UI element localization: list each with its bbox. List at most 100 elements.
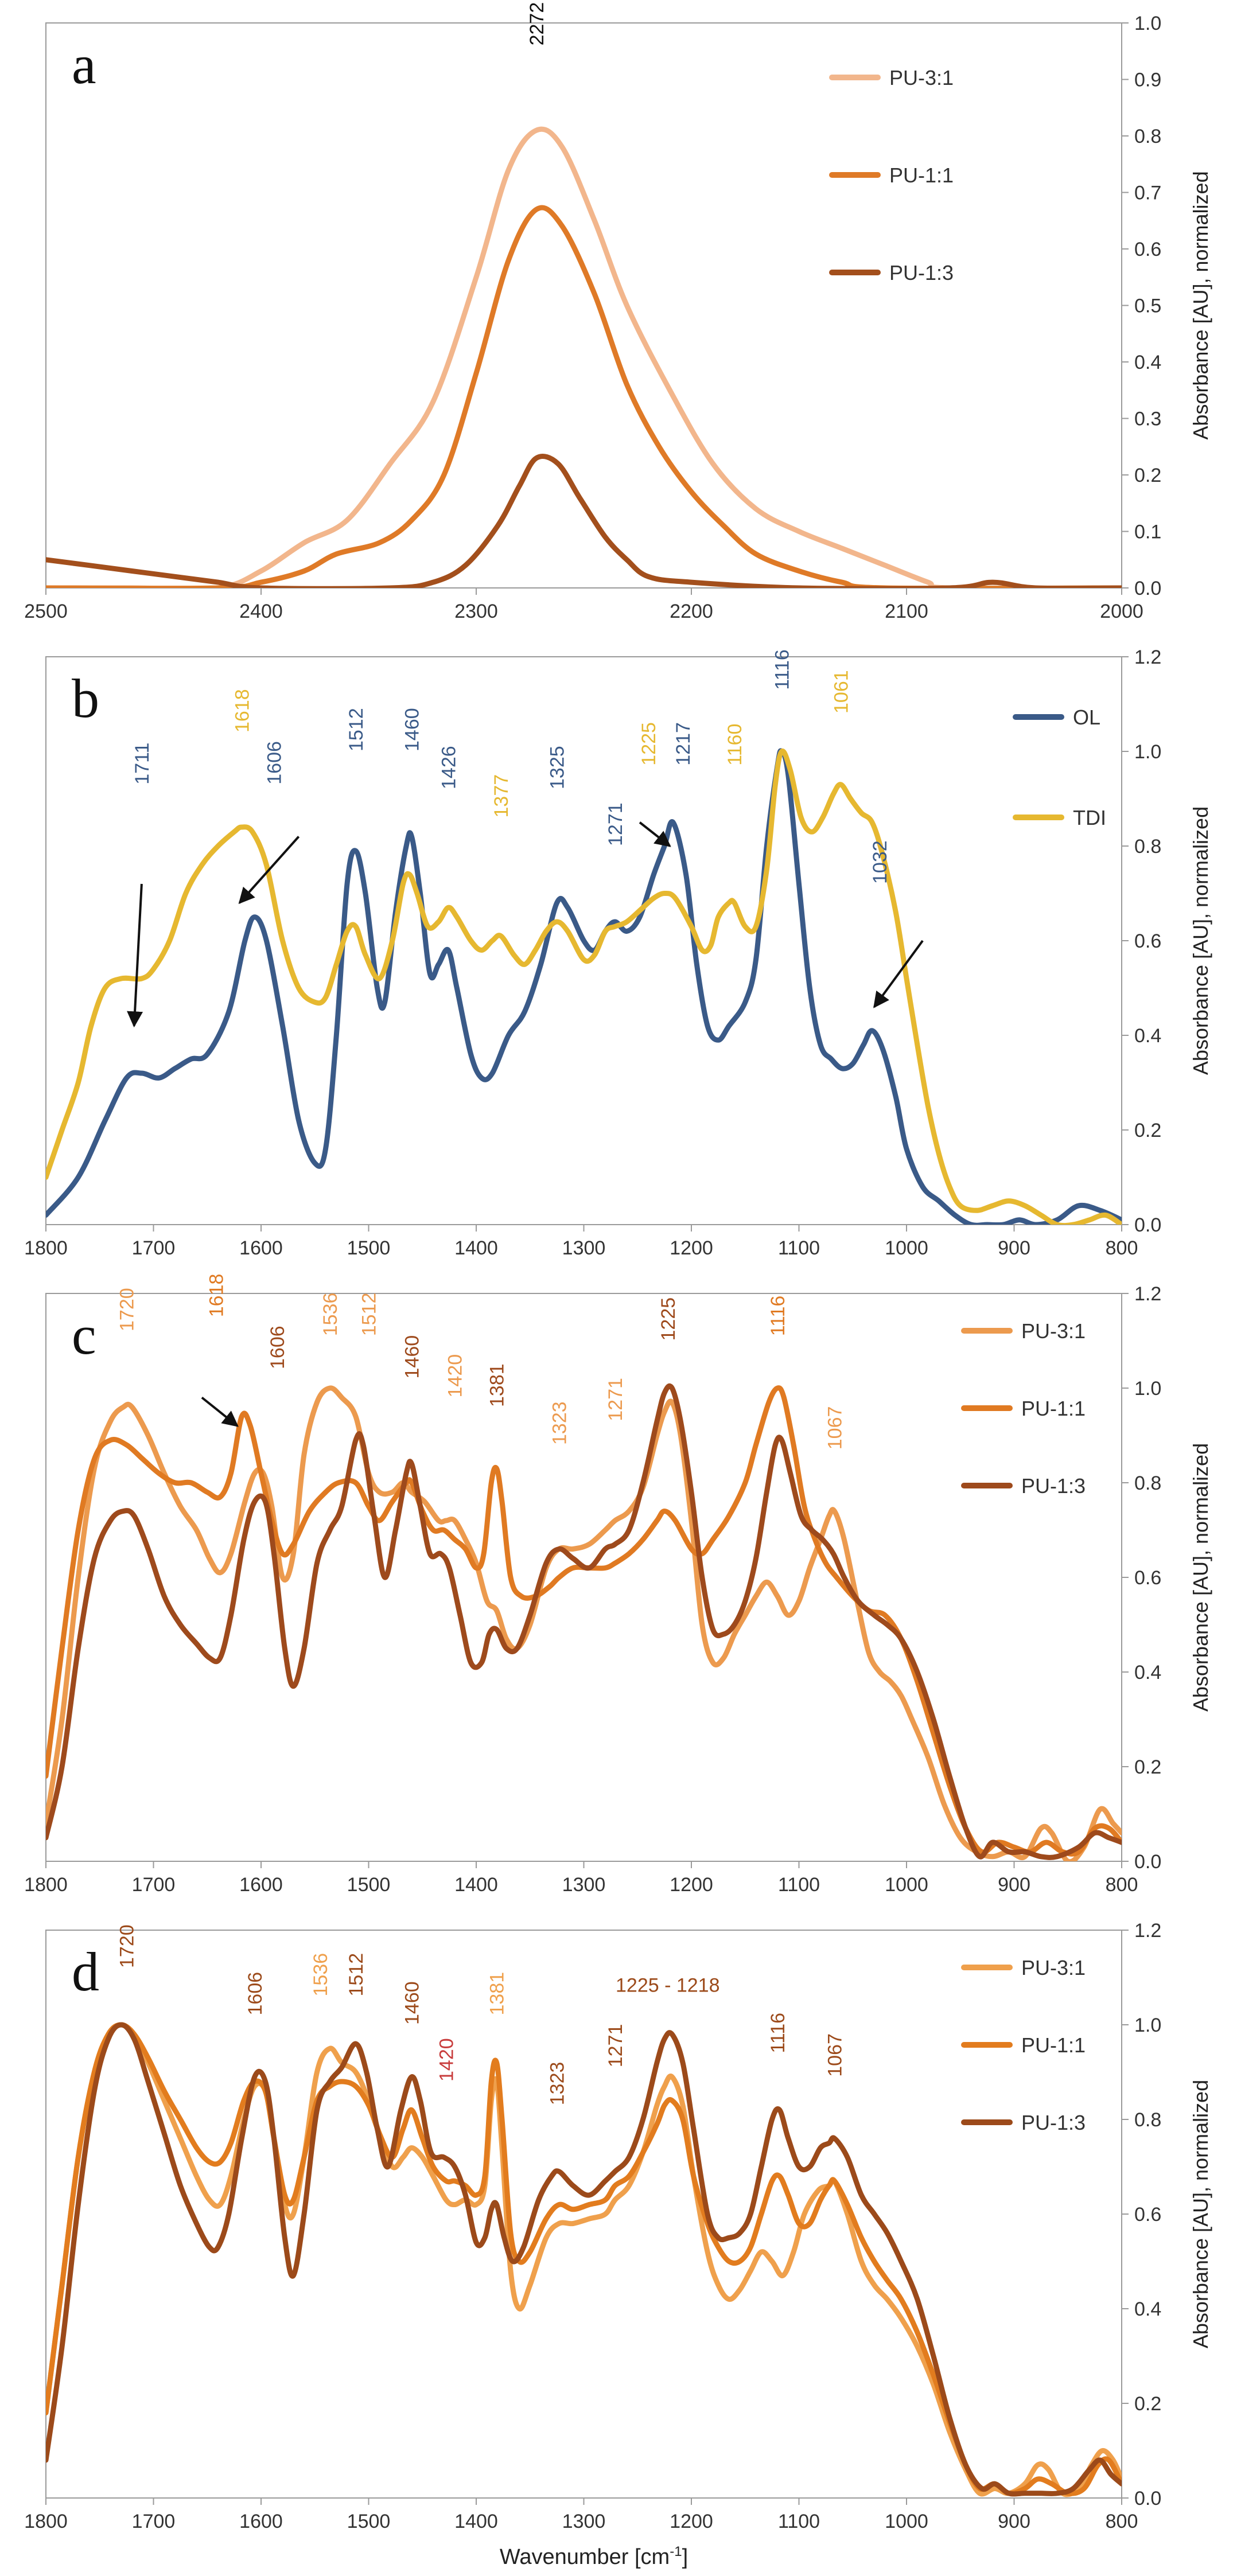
annotation-arrow: [238, 836, 300, 905]
y-tick-label: 0.5: [1134, 295, 1161, 317]
x-tick-label: 2400: [239, 601, 283, 622]
peak-label: 1061: [831, 670, 853, 714]
x-tick-label: 900: [998, 1237, 1030, 1259]
y-tick-label: 0.0: [1134, 578, 1161, 599]
annotation-arrow: [873, 940, 924, 1008]
legend-label: PU-1:1: [1021, 2033, 1086, 2057]
peak-label: 1067: [824, 1406, 846, 1450]
y-tick-label: 1.0: [1134, 1378, 1161, 1400]
x-tick-label: 2100: [885, 601, 928, 622]
x-tick-label: 1500: [347, 2511, 391, 2532]
panel-letter: c: [72, 1304, 96, 1366]
series-group: [46, 2022, 1122, 2497]
peak-label: 1067: [824, 2033, 846, 2077]
x-tick-label: 1300: [562, 1237, 606, 1259]
y-tick-label: 0.4: [1134, 352, 1161, 373]
plot-frame: [45, 1930, 1122, 2499]
x-axis-label: Wavenumber [cm-1]: [500, 2544, 688, 2569]
y-tick-label: 0.4: [1134, 2298, 1161, 2320]
series-line-PU-1:3: [46, 1383, 1122, 1860]
y-tick-label: 1.0: [1134, 741, 1161, 763]
y-tick-label: 0.6: [1134, 930, 1161, 952]
panel-letter: a: [72, 34, 96, 95]
x-tick-label: 1200: [670, 1874, 713, 1896]
y-tick-label: 0.4: [1134, 1025, 1161, 1047]
annotation-arrow: [201, 1396, 239, 1427]
peak-label: 1381: [487, 1972, 508, 2016]
peak-label: 1377: [491, 774, 512, 818]
peak-label: 1720: [116, 1288, 138, 1331]
peak-label: 1271: [605, 1378, 627, 1421]
peak-label: 1512: [359, 1293, 380, 1336]
peak-label: 1606: [267, 1326, 289, 1369]
x-tick-label: 1600: [239, 2511, 283, 2532]
peak-label: 1606: [244, 1972, 266, 2016]
x-tick-label: 800: [1106, 1237, 1138, 1259]
legend-label: OL: [1073, 706, 1100, 729]
peak-label: 1225 - 1218: [616, 1974, 720, 1996]
panel-letter: d: [72, 1941, 99, 2002]
peak-label: 2272: [526, 2, 548, 46]
x-tick-label: 1800: [24, 2511, 68, 2532]
x-tick-label: 2300: [454, 601, 498, 622]
y-tick-label: 1.0: [1134, 13, 1161, 34]
x-tick-label: 800: [1106, 2511, 1138, 2532]
peak-label: 1116: [772, 649, 794, 690]
series-group: [46, 1383, 1122, 1861]
x-axis-title: Wavenumber [cm-1]: [500, 2544, 688, 2569]
peak-label: 1606: [264, 741, 286, 785]
peak-label: 1720: [116, 1924, 138, 1968]
panel-c: 1800 1700 1600 1500 1400 1300 1200 1100 1000 900 8…: [24, 1274, 1212, 1896]
series-line-TDI: [46, 748, 1122, 1225]
series-line-PU-1:1: [46, 2022, 1122, 2496]
x-tick-label: 1800: [24, 1237, 68, 1259]
x-tick-label: 1800: [24, 1874, 68, 1896]
y-tick-label: 0.2: [1134, 1120, 1161, 1141]
panel-d: 1800 1700 1600 1500 1400 1300 1200 1100 1000 900 8…: [24, 1920, 1212, 2532]
x-tick-label: 1500: [347, 1874, 391, 1896]
peak-label: 1323: [549, 1401, 570, 1445]
y-tick-label: 0.2: [1134, 2393, 1161, 2415]
series-line-PU-1:3: [46, 2022, 1122, 2497]
y-tick-label: 1.0: [1134, 2014, 1161, 2036]
series-line-PU-1:1: [46, 205, 1122, 588]
peak-label: 1512: [345, 1953, 367, 1997]
peak-label: 1160: [724, 724, 746, 766]
x-tick-label: 1700: [132, 1874, 176, 1896]
x-tick-label: 1500: [347, 1237, 391, 1259]
x-tick-label: 1200: [670, 2511, 713, 2532]
y-tick-label: 0.3: [1134, 408, 1161, 430]
y-tick-label: 0.1: [1134, 521, 1161, 543]
peak-label: 1116: [767, 1296, 789, 1336]
x-tick-label: 1300: [562, 2511, 606, 2532]
peak-label: 1460: [402, 708, 423, 751]
y-tick-label: 0.7: [1134, 182, 1161, 204]
legend-label: PU-1:3: [889, 261, 954, 285]
y-tick-label: 0.2: [1134, 1756, 1161, 1778]
legend-label: TDI: [1073, 806, 1106, 829]
series-group: [46, 748, 1122, 1225]
panel-letter: b: [72, 668, 99, 729]
peak-label: 1512: [345, 708, 367, 751]
x-tick-label: 1100: [778, 2511, 820, 2532]
panels-group: 2500 2400 2300 2200 2100 20000.00.10.20.30.40…: [24, 2, 1212, 2532]
legend-label: PU-3:1: [889, 66, 954, 89]
x-tick-label: 2200: [670, 601, 713, 622]
y-tick-label: 0.8: [1134, 836, 1161, 858]
y-tick-label: 1.2: [1134, 1920, 1161, 1942]
x-tick-label: 1100: [778, 1874, 820, 1896]
peak-label: 1116: [767, 2013, 789, 2053]
x-tick-label: 1000: [885, 1237, 928, 1259]
x-tick-label: 800: [1106, 1874, 1138, 1896]
y-tick-label: 0.6: [1134, 239, 1161, 260]
y-tick-label: 0.9: [1134, 69, 1161, 91]
peak-label: 1225: [638, 722, 660, 766]
legend-label: PU-3:1: [1021, 1956, 1086, 1979]
series-line-PU-1:1: [46, 1385, 1122, 1857]
y-tick-label: 0.8: [1134, 126, 1161, 147]
peak-label: 1536: [320, 1293, 341, 1336]
legend-label: PU-1:3: [1021, 1474, 1086, 1498]
x-tick-label: 1200: [670, 1237, 713, 1259]
